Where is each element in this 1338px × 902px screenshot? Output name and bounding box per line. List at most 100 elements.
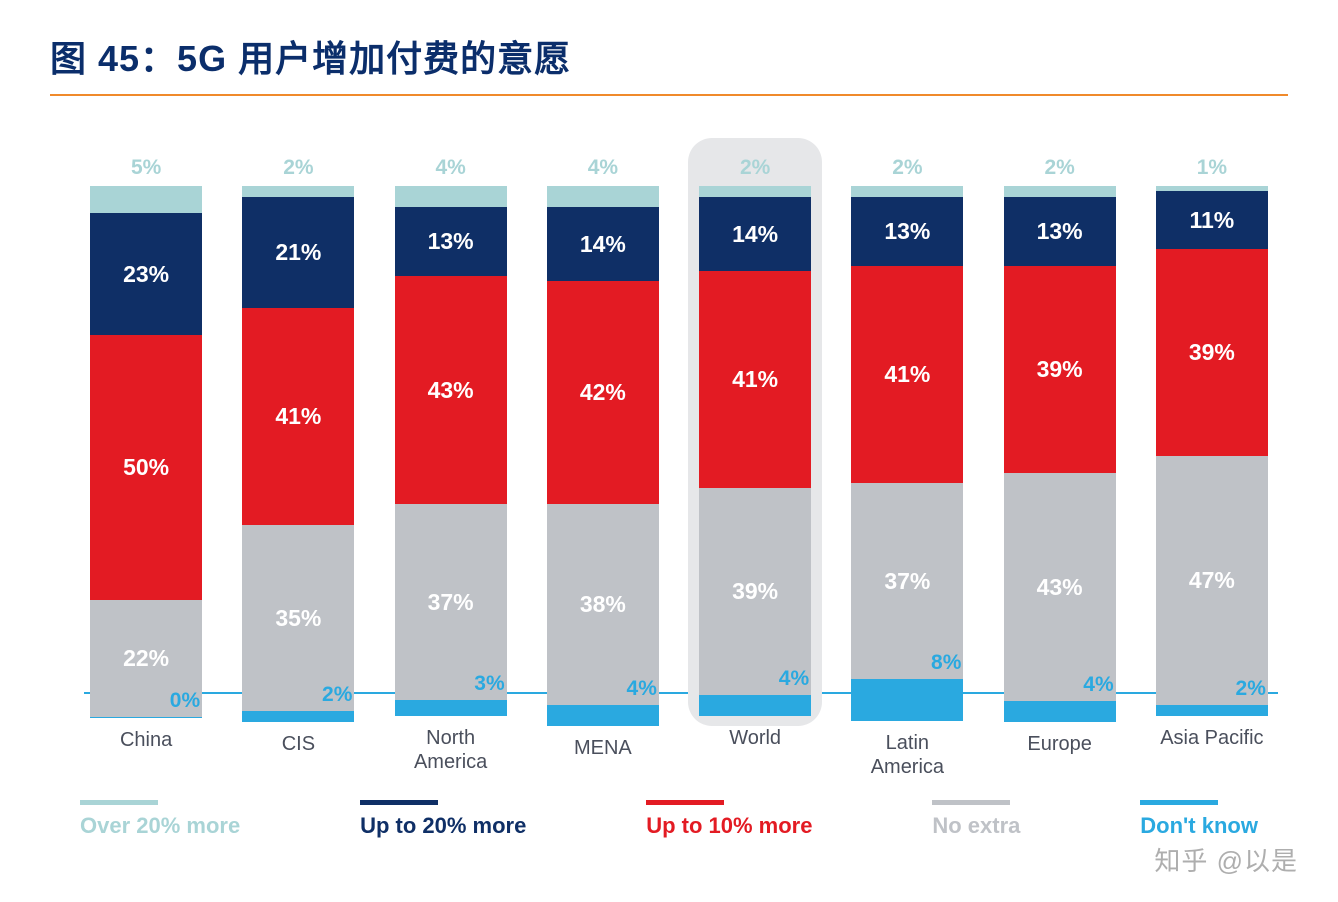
bar-wrap: 2%2%35%41%21% bbox=[222, 156, 374, 722]
bar-segment-no_extra: 47% bbox=[1156, 456, 1268, 705]
bar-segment-no_extra: 38% bbox=[547, 504, 659, 705]
legend-item-no_extra: No extra bbox=[932, 800, 1020, 839]
legend-swatch bbox=[646, 800, 724, 805]
stacked-bar: 2%35%41%21% bbox=[242, 186, 354, 722]
bar-segment-dont_know: 3% bbox=[395, 700, 507, 716]
bar-segment-over_20 bbox=[90, 186, 202, 213]
chart-column: 1%2%47%39%11%Asia Pacific bbox=[1136, 156, 1288, 756]
dont-know-label: 4% bbox=[1083, 673, 1113, 697]
chart-column: 4%4%38%42%14%MENA bbox=[527, 156, 679, 756]
dont-know-label: 0% bbox=[170, 689, 200, 713]
chart-area: 5%0%22%50%23%China2%2%35%41%21%CIS4%3%37… bbox=[0, 116, 1338, 756]
bar-wrap: 2% 8%37%41%13% bbox=[831, 156, 983, 721]
dont-know-label: 4% bbox=[627, 677, 657, 701]
over-20-label: 1% bbox=[1197, 156, 1227, 180]
bar-wrap: 4%4%38%42%14% bbox=[527, 156, 679, 726]
over-20-label: 2% bbox=[740, 156, 770, 180]
bar-segment-up_to_10: 39% bbox=[1004, 266, 1116, 473]
over-20-label: 5% bbox=[131, 156, 161, 180]
bar-segment-over_20 bbox=[699, 186, 811, 197]
chart-column: 2%2%35%41%21%CIS bbox=[222, 156, 374, 756]
bar-segment-up_to_20: 14% bbox=[547, 207, 659, 281]
bar-wrap: 2% 4%43%39%13% bbox=[984, 156, 1136, 722]
dont-know-label: 4% bbox=[779, 667, 809, 691]
watermark-text: 知乎 @以是 bbox=[1154, 841, 1298, 878]
stacked-bar: 8%37%41%13% bbox=[851, 186, 963, 721]
stacked-bar: 0%22%50%23% bbox=[90, 186, 202, 718]
over-20-label: 4% bbox=[588, 156, 618, 180]
chart-column: 5%0%22%50%23%China bbox=[70, 156, 222, 756]
category-label: China bbox=[120, 718, 172, 756]
chart-column: 4%3%37%43%13%NorthAmerica bbox=[375, 156, 527, 756]
dont-know-label: 2% bbox=[322, 683, 352, 707]
bar-segment-up_to_10: 42% bbox=[547, 281, 659, 504]
title-underline bbox=[50, 94, 1288, 96]
legend-item-over_20: Over 20% more bbox=[80, 800, 240, 839]
chart-column: 2% 4%39%41%14% World bbox=[679, 156, 831, 756]
bar-segment-dont_know: 8% bbox=[851, 679, 963, 721]
bar-segment-over_20 bbox=[1004, 186, 1116, 197]
bar-segment-up_to_20: 13% bbox=[395, 207, 507, 276]
bar-segment-dont_know: 4% bbox=[547, 705, 659, 726]
category-label: LatinAmerica bbox=[871, 721, 944, 779]
stacked-bar: 4%43%39%13% bbox=[1004, 186, 1116, 722]
category-label: NorthAmerica bbox=[414, 716, 487, 774]
legend-item-dont_know: Don't know bbox=[1140, 800, 1258, 839]
legend-label: Up to 20% more bbox=[360, 813, 526, 839]
legend-label: Don't know bbox=[1140, 813, 1258, 839]
chart-legend: Over 20% more Up to 20% more Up to 10% mor… bbox=[0, 756, 1338, 839]
bar-segment-no_extra: 37% bbox=[395, 504, 507, 700]
bar-segment-up_to_20: 13% bbox=[1004, 197, 1116, 266]
category-label: Asia Pacific bbox=[1160, 716, 1263, 756]
bar-segment-up_to_20: 21% bbox=[242, 197, 354, 308]
dont-know-label: 3% bbox=[474, 672, 504, 696]
stacked-bar: 3%37%43%13% bbox=[395, 186, 507, 716]
dont-know-label: 2% bbox=[1236, 677, 1266, 701]
bar-segment-up_to_20: 14% bbox=[699, 197, 811, 271]
bar-segment-up_to_20: 11% bbox=[1156, 191, 1268, 249]
category-label: MENA bbox=[574, 726, 632, 760]
bar-wrap: 4% 3%37%43%13% bbox=[375, 156, 527, 716]
bar-wrap: 1% 2%47%39%11% bbox=[1136, 156, 1288, 716]
bar-segment-dont_know: 2% bbox=[242, 711, 354, 722]
legend-swatch bbox=[932, 800, 1010, 805]
bar-segment-over_20 bbox=[395, 186, 507, 207]
bar-segment-up_to_10: 41% bbox=[851, 266, 963, 483]
bar-segment-up_to_10: 43% bbox=[395, 276, 507, 504]
legend-label: No extra bbox=[932, 813, 1020, 839]
over-20-label: 4% bbox=[435, 156, 465, 180]
bar-segment-up_to_10: 41% bbox=[242, 308, 354, 525]
legend-label: Over 20% more bbox=[80, 813, 240, 839]
bar-segment-no_extra: 37% bbox=[851, 483, 963, 679]
chart-column: 2%8%37%41%13%LatinAmerica bbox=[831, 156, 983, 756]
legend-label: Up to 10% more bbox=[646, 813, 812, 839]
bar-segment-up_to_10: 41% bbox=[699, 271, 811, 488]
legend-swatch bbox=[1140, 800, 1218, 805]
bar-segment-up_to_10: 39% bbox=[1156, 249, 1268, 456]
chart-title: 图 45：5G 用户增加付费的意愿 bbox=[50, 30, 1288, 82]
stacked-bar: 4%38%42%14% bbox=[547, 186, 659, 726]
bar-segment-dont_know: 4% bbox=[699, 695, 811, 716]
over-20-label: 2% bbox=[1044, 156, 1074, 180]
dont-know-label: 8% bbox=[931, 651, 961, 675]
bar-wrap: 2% 4%39%41%14% bbox=[679, 156, 831, 716]
category-label: Europe bbox=[1027, 722, 1092, 756]
over-20-label: 2% bbox=[283, 156, 313, 180]
bar-segment-no_extra: 43% bbox=[1004, 473, 1116, 701]
bar-segment-up_to_20: 23% bbox=[90, 213, 202, 335]
legend-swatch bbox=[80, 800, 158, 805]
bar-segment-up_to_10: 50% bbox=[90, 335, 202, 600]
bar-segment-dont_know: 4% bbox=[1004, 701, 1116, 722]
legend-item-up_to_10: Up to 10% more bbox=[646, 800, 812, 839]
bar-segment-no_extra: 39% bbox=[699, 488, 811, 695]
legend-item-up_to_20: Up to 20% more bbox=[360, 800, 526, 839]
stacked-bar: 2%47%39%11% bbox=[1156, 186, 1268, 716]
bar-segment-over_20 bbox=[242, 186, 354, 197]
bar-segment-over_20 bbox=[547, 186, 659, 207]
over-20-label: 2% bbox=[892, 156, 922, 180]
category-label: World bbox=[729, 716, 781, 756]
bar-segment-up_to_20: 13% bbox=[851, 197, 963, 266]
title-block: 图 45：5G 用户增加付费的意愿 bbox=[0, 0, 1338, 94]
bar-wrap: 5%0%22%50%23% bbox=[70, 156, 222, 718]
bar-segment-over_20 bbox=[851, 186, 963, 197]
